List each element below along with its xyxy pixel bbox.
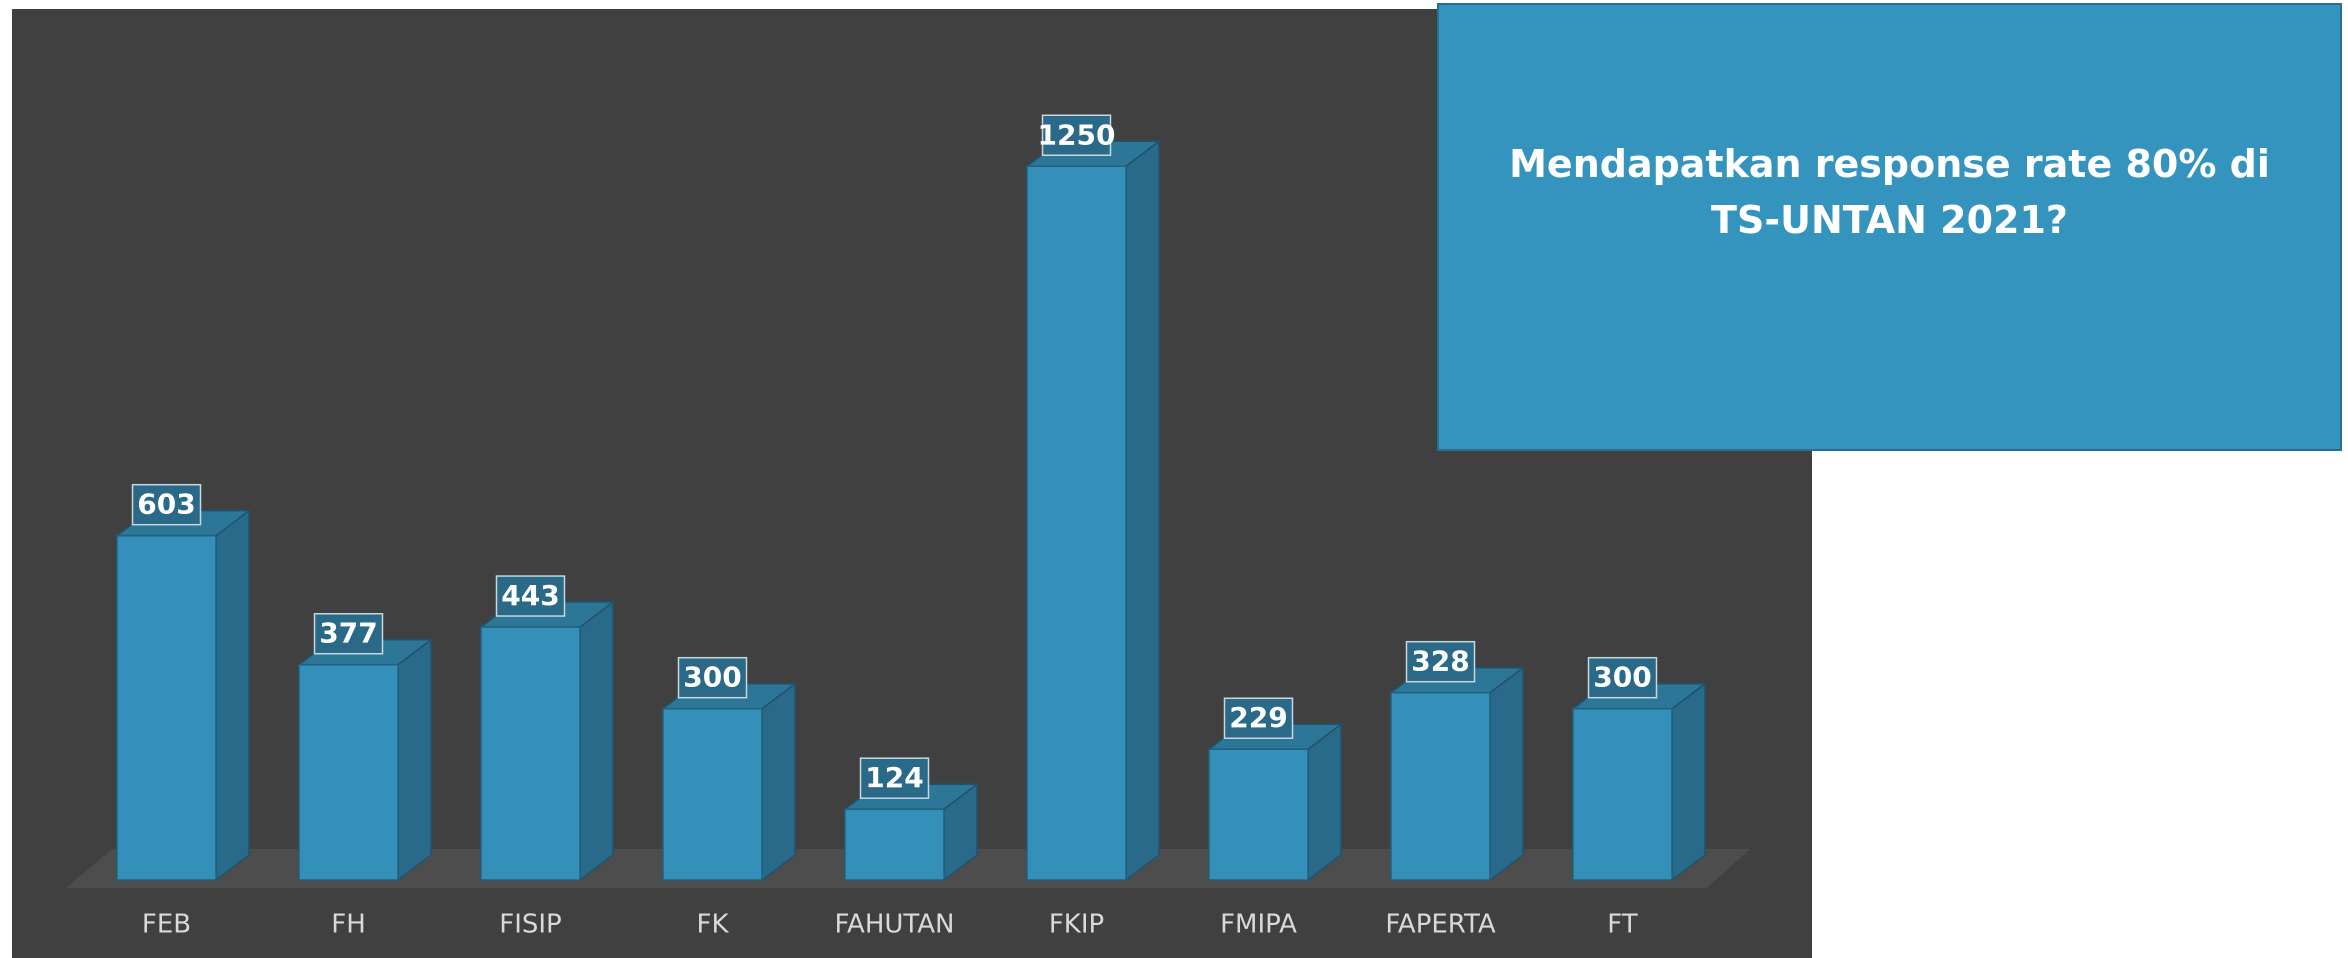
bar <box>1572 707 1673 881</box>
x-tick-label: FISIP <box>499 910 561 940</box>
bar-side <box>579 600 614 882</box>
bar-side <box>397 638 432 882</box>
data-label: 300 <box>683 661 741 694</box>
bar-side <box>1307 722 1342 882</box>
bar-side <box>761 682 796 882</box>
data-label: 443 <box>501 579 559 612</box>
data-label-box <box>859 757 930 799</box>
data-label-box <box>1223 697 1294 739</box>
x-tick-label: FH <box>331 910 366 940</box>
x-tick-label: FEB <box>142 910 191 940</box>
data-label: 124 <box>865 761 923 794</box>
data-label: 300 <box>1593 661 1651 694</box>
callout-title: Mendapatkan response rate 80% di TS-UNTA… <box>1509 142 2270 242</box>
bar <box>1026 165 1127 881</box>
x-tick-label: FK <box>696 910 729 940</box>
bar <box>480 626 581 881</box>
bar <box>1390 691 1491 881</box>
callout-box: Mendapatkan response rate 80% di TS-UNTA… <box>1437 3 2342 451</box>
data-label-box <box>1405 640 1476 683</box>
data-label-box <box>1587 656 1658 699</box>
bar-side <box>1671 682 1706 882</box>
data-label: 377 <box>319 617 377 650</box>
bar <box>298 663 399 881</box>
x-tick-label: FKIP <box>1049 910 1104 940</box>
data-label-box <box>313 612 384 655</box>
bar <box>662 707 763 881</box>
data-label: 603 <box>137 488 195 521</box>
data-label-box <box>131 483 202 526</box>
x-tick-label: FAPERTA <box>1385 910 1495 940</box>
data-label: 229 <box>1229 701 1287 734</box>
bar <box>844 808 945 881</box>
x-tick-label: FAHUTAN <box>834 910 954 940</box>
x-tick-label: FT <box>1607 910 1637 940</box>
bar-side <box>215 509 250 882</box>
data-label: 1250 <box>1038 118 1116 151</box>
x-tick-label: FMIPA <box>1220 910 1297 940</box>
data-label-box <box>495 575 566 617</box>
data-label-box <box>1041 114 1112 156</box>
bar-side <box>1125 139 1160 882</box>
data-label-box <box>677 656 748 699</box>
bar-side <box>1489 666 1524 882</box>
data-label: 328 <box>1411 645 1469 678</box>
bar <box>1208 748 1309 881</box>
bar <box>116 534 217 881</box>
